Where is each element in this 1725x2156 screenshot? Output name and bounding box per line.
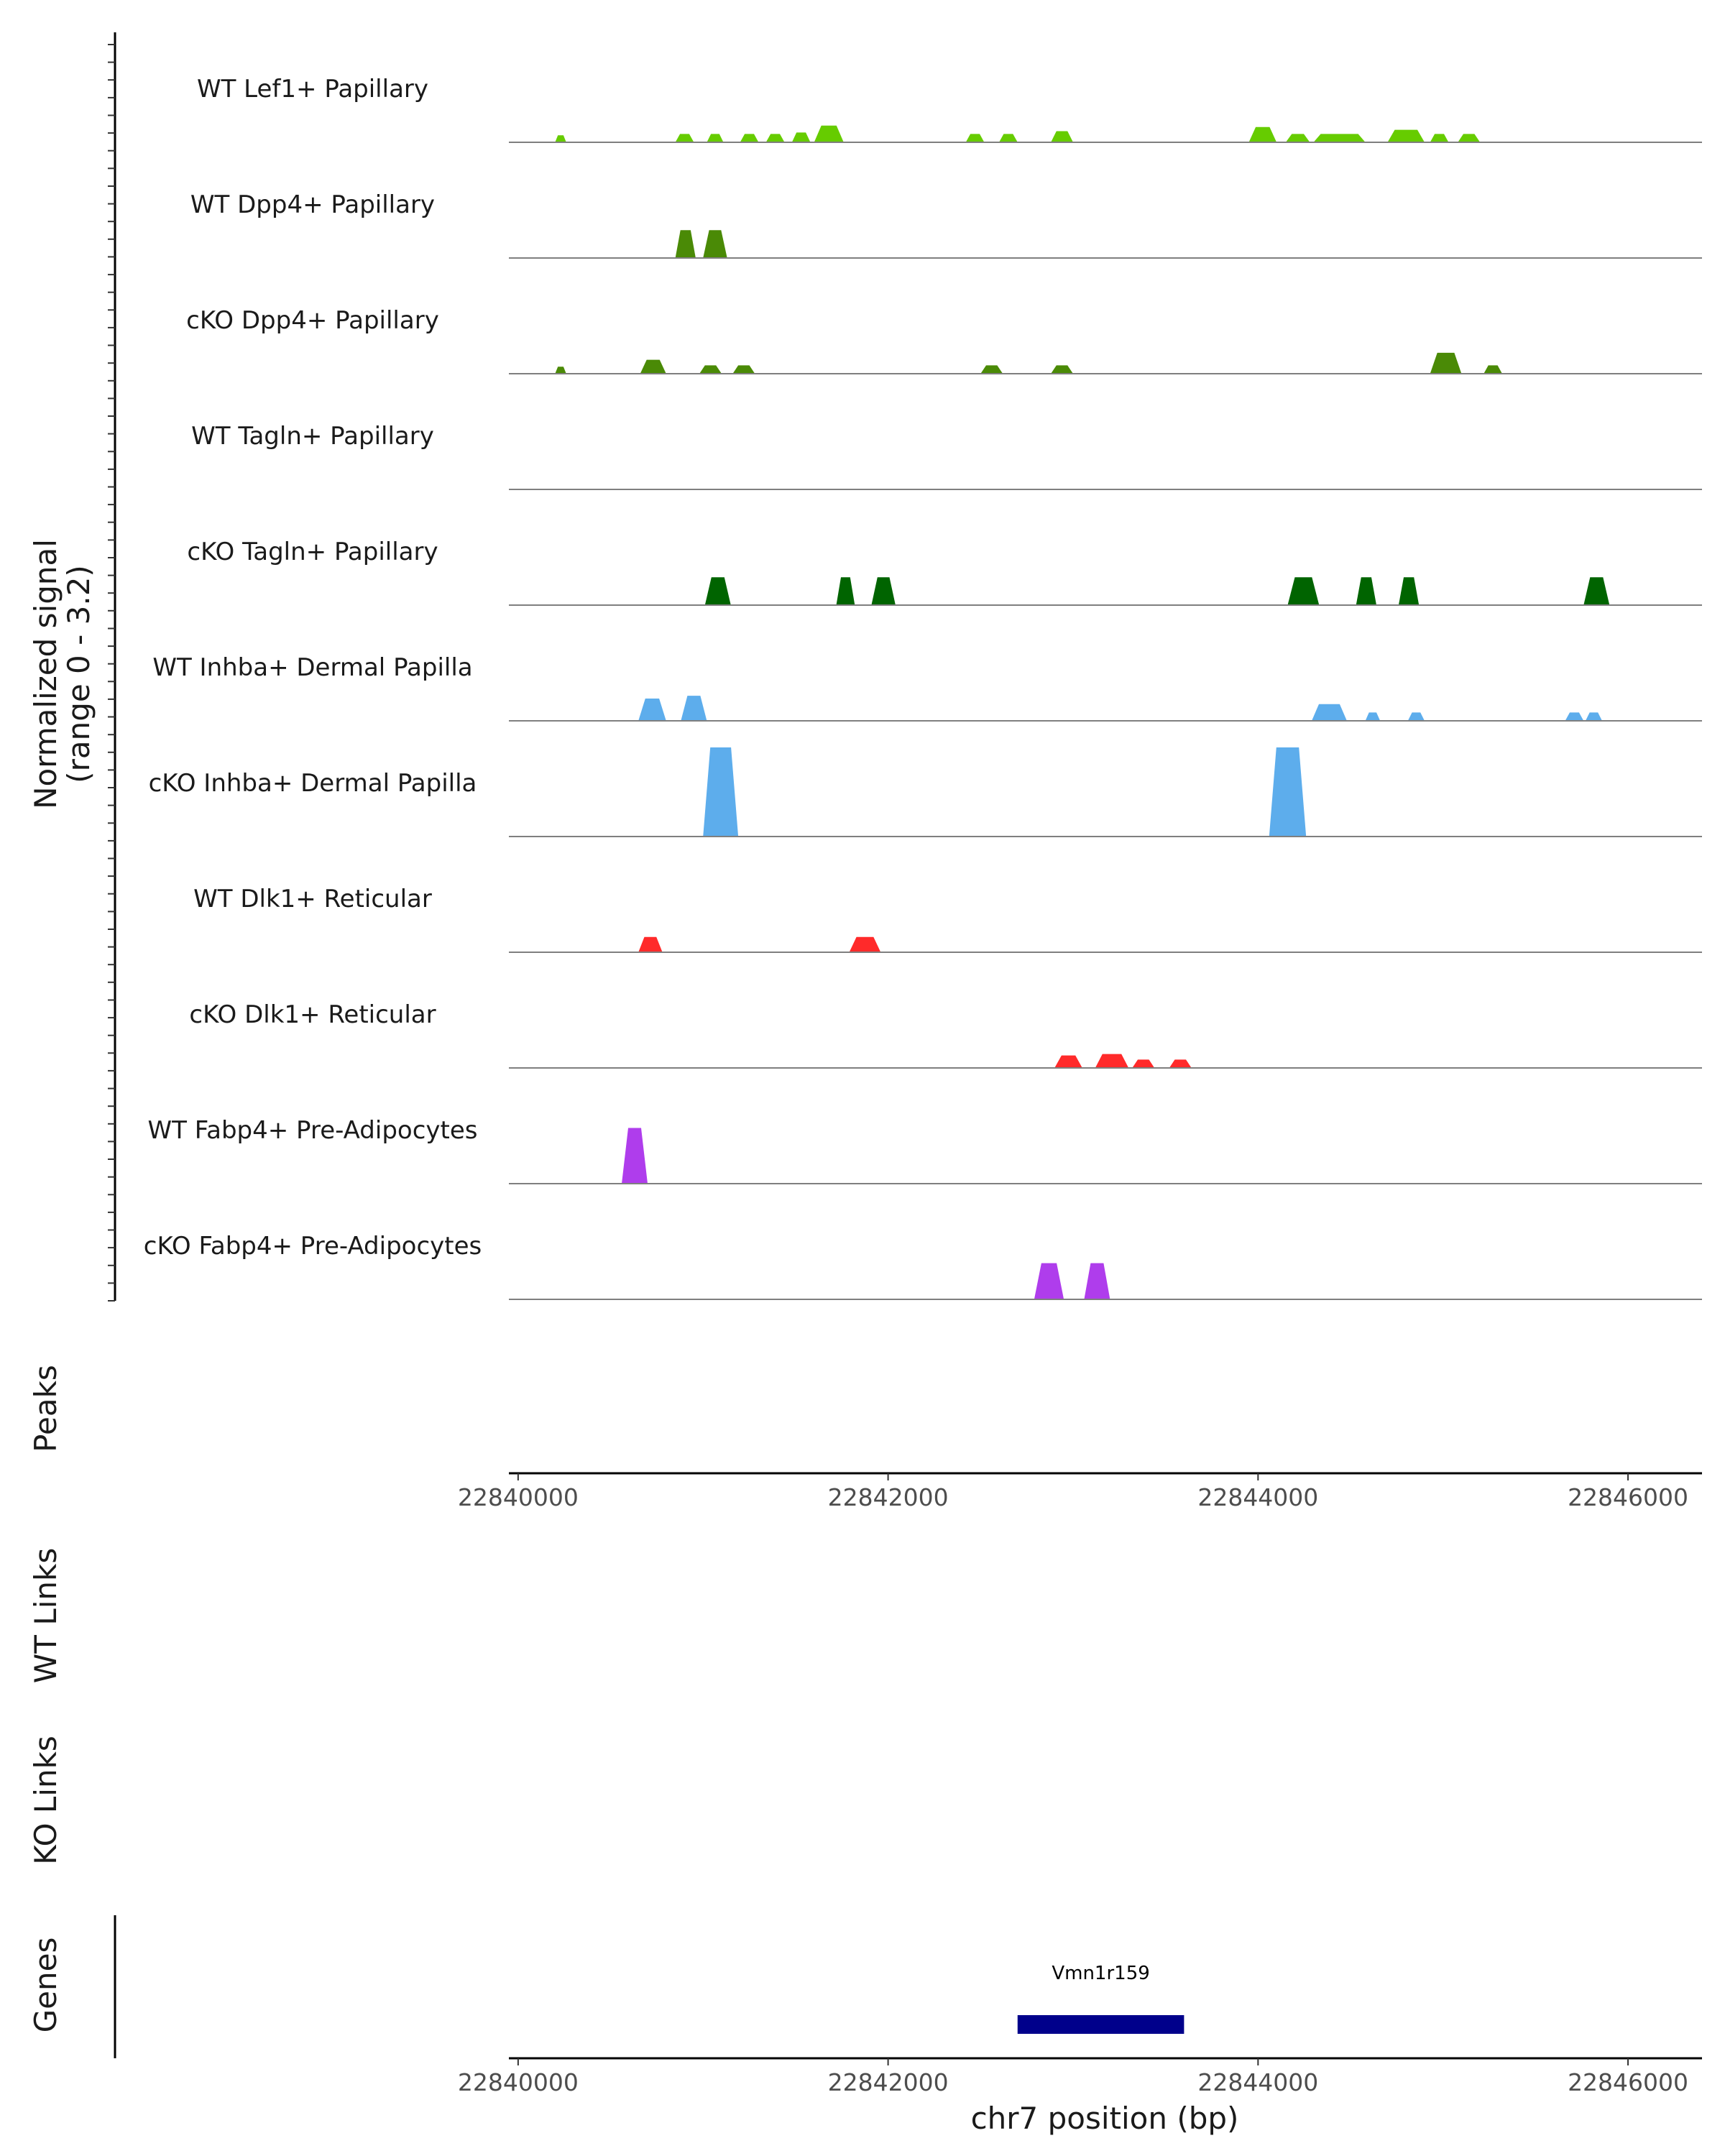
- signal-peak: [1084, 1263, 1110, 1299]
- signal-peak: [980, 365, 1003, 374]
- x-tick-label: 22842000: [828, 1483, 949, 1511]
- track-9: cKO Dlk1+ Reticular: [189, 1000, 1702, 1069]
- signal-peak: [1312, 704, 1347, 721]
- track-label: cKO Fabp4+ Pre-Adipocytes: [144, 1232, 482, 1261]
- signal-peak: [1407, 712, 1425, 721]
- genes-x-axis: 22840000 22842000 22844000 22846000: [458, 2057, 1702, 2096]
- signal-y-axis: [108, 32, 116, 1302]
- track-label: WT Dlk1+ Reticular: [193, 885, 432, 913]
- track-1: WT Lef1+ Papillary: [197, 75, 1702, 143]
- signal-peak: [675, 230, 696, 258]
- signal-peak: [638, 936, 663, 952]
- x-tick-label: 22846000: [1568, 2068, 1688, 2096]
- signal-peak: [1458, 134, 1481, 142]
- signal-peak: [871, 577, 896, 605]
- x-tick-label: 22846000: [1568, 1483, 1688, 1511]
- signal-peak: [1585, 712, 1602, 721]
- signal-peak: [1132, 1059, 1155, 1068]
- signal-peak: [704, 577, 731, 605]
- x-axis-title: chr7 position (bp): [971, 2101, 1239, 2136]
- track-label: WT Inhba+ Dermal Papilla: [152, 653, 472, 682]
- track-label: WT Dpp4+ Papillary: [190, 190, 435, 219]
- signal-peak: [732, 365, 755, 374]
- track-label: WT Fabp4+ Pre-Adipocytes: [148, 1116, 478, 1145]
- x-tick-label: 22840000: [458, 1483, 579, 1511]
- signal-peak: [836, 577, 855, 605]
- signal-peak: [1356, 577, 1376, 605]
- signal-peak: [1285, 134, 1310, 142]
- signal-peak: [707, 134, 724, 142]
- signal-peak: [681, 696, 707, 721]
- signal-peak: [814, 125, 844, 142]
- x-tick-label: 22842000: [828, 2068, 949, 2096]
- signal-peak: [675, 134, 694, 142]
- signal-peak: [699, 365, 722, 374]
- signal-peak: [640, 359, 666, 374]
- y-axis-title-line2: (range 0 - 3.2): [61, 565, 96, 783]
- signal-peak: [638, 699, 666, 721]
- signal-peak: [1430, 352, 1462, 374]
- signal-peak: [965, 134, 985, 142]
- signal-peak: [1054, 1055, 1082, 1068]
- peaks-track-label: Peaks: [28, 1365, 63, 1452]
- track-3: cKO Dpp4+ Papillary: [186, 306, 1702, 374]
- track-5: cKO Tagln+ Papillary: [187, 538, 1702, 606]
- signal-tracks: WT Lef1+ Papillary WT Dpp4+ Papillary cKO …: [144, 75, 1702, 1300]
- x-tick-label: 22840000: [458, 2068, 579, 2096]
- track-label: cKO Dpp4+ Papillary: [186, 306, 439, 335]
- signal-peak: [1583, 577, 1610, 605]
- track-10: WT Fabp4+ Pre-Adipocytes: [148, 1116, 1702, 1184]
- track-label: cKO Tagln+ Papillary: [187, 538, 438, 566]
- gene-body: [1017, 2015, 1184, 2034]
- track-6: WT Inhba+ Dermal Papilla: [152, 653, 1702, 722]
- signal-peak: [703, 230, 727, 258]
- y-axis-title-line1: Normalized signal: [28, 539, 63, 809]
- track-label: cKO Dlk1+ Reticular: [189, 1000, 436, 1029]
- x-tick-label: 22844000: [1197, 1483, 1318, 1511]
- track-7: cKO Inhba+ Dermal Papilla: [149, 747, 1702, 837]
- genes-track: Vmn1r159: [114, 1915, 1184, 2058]
- signal-peak: [1248, 126, 1277, 142]
- track-label: cKO Inhba+ Dermal Papilla: [149, 769, 477, 798]
- signal-peak: [1313, 134, 1366, 142]
- wt-links-track-label: WT Links: [28, 1548, 63, 1683]
- signal-peak: [1287, 577, 1320, 605]
- track-8: WT Dlk1+ Reticular: [193, 885, 1702, 953]
- signal-peak: [555, 135, 566, 142]
- signal-peak: [622, 1128, 648, 1184]
- track-label: WT Lef1+ Papillary: [197, 75, 428, 103]
- signal-peak: [1430, 134, 1449, 142]
- x-tick-label: 22844000: [1197, 2068, 1318, 2096]
- signal-peak: [1051, 365, 1073, 374]
- signal-peak: [791, 132, 811, 142]
- track-label: WT Tagln+ Papillary: [191, 422, 434, 451]
- signal-peak: [555, 367, 566, 374]
- genes-track-label: Genes: [28, 1938, 63, 2033]
- signal-peak: [765, 134, 785, 142]
- signal-peak: [1365, 712, 1381, 721]
- signal-peak: [1034, 1263, 1064, 1299]
- signal-peak: [1398, 577, 1420, 605]
- signal-peak: [1169, 1059, 1192, 1068]
- signal-peak: [1565, 712, 1584, 721]
- track-2: WT Dpp4+ Papillary: [190, 190, 1702, 259]
- signal-peak: [1387, 129, 1425, 142]
- track-4: WT Tagln+ Papillary: [191, 422, 1702, 490]
- signal-peak: [849, 936, 881, 952]
- signal-peak: [1095, 1054, 1129, 1068]
- signal-peak: [999, 134, 1018, 142]
- signal-peak: [740, 134, 759, 142]
- peaks-x-axis: 22840000 22842000 22844000 22846000: [458, 1472, 1702, 1511]
- signal-peak: [703, 747, 739, 837]
- ko-links-track-label: KO Links: [28, 1736, 63, 1865]
- gene-label: Vmn1r159: [1052, 1963, 1149, 1984]
- track-11: cKO Fabp4+ Pre-Adipocytes: [144, 1232, 1702, 1300]
- signal-peak: [1051, 131, 1073, 142]
- signal-peak: [1484, 365, 1502, 374]
- signal-peak: [1269, 747, 1307, 837]
